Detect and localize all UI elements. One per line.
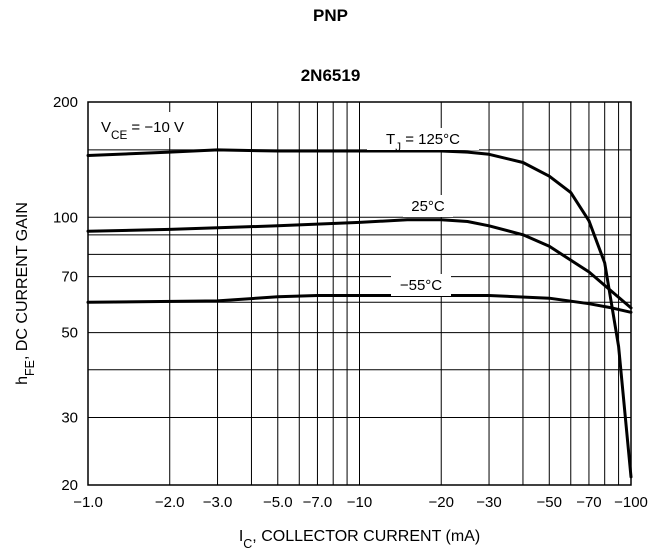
x-tick-label: −3.0 xyxy=(203,494,233,511)
condition-label-bg xyxy=(96,112,196,138)
series-label-bg xyxy=(403,195,453,217)
series-label: TJ = 125°C xyxy=(386,131,460,154)
x-tick-label: −50 xyxy=(537,494,562,511)
x-tick-label: −7.0 xyxy=(303,494,333,511)
series-label: −55°C xyxy=(400,277,442,294)
plot-frame xyxy=(87,101,632,486)
y-tick-label: 200 xyxy=(53,94,78,111)
grid xyxy=(87,101,632,486)
series-label: 25°C xyxy=(411,198,445,215)
x-tick-label: −20 xyxy=(429,494,454,511)
series-line-0 xyxy=(86,148,633,479)
x-tick-label: −100 xyxy=(614,494,648,511)
y-axis-label: hFE, DC CURRENT GAIN xyxy=(14,202,37,385)
x-tick-label: −30 xyxy=(476,494,501,511)
x-tick-label: −1.0 xyxy=(73,494,103,511)
y-tick-label: 100 xyxy=(53,209,78,226)
x-tick-label: −70 xyxy=(576,494,601,511)
x-tick-label: −2.0 xyxy=(155,494,185,511)
y-tick-label: 20 xyxy=(61,477,78,494)
series-line-1 xyxy=(86,218,633,310)
annotations: IC, COLLECTOR CURRENT (mA) hFE, DC CURREN… xyxy=(14,112,480,551)
series-label-bg xyxy=(367,128,479,150)
x-axis-label: IC, COLLECTOR CURRENT (mA) xyxy=(239,528,480,551)
chart-subtitle: 2N6519 xyxy=(300,66,361,85)
condition-label: VCE = −10 V xyxy=(101,119,184,142)
tick-labels: −1.0 −2.0 −3.0 −5.0 −7.0 −10 −20 −30 −50 −70 −100 2… xyxy=(53,94,648,511)
x-tick-label: −10 xyxy=(347,494,372,511)
series-label-bg xyxy=(391,274,451,296)
y-tick-label: 30 xyxy=(61,410,78,427)
x-tick-label: −5.0 xyxy=(263,494,293,511)
y-tick-label: 50 xyxy=(61,325,78,342)
y-tick-label: 70 xyxy=(61,269,78,286)
chart-title: PNP xyxy=(313,6,348,25)
